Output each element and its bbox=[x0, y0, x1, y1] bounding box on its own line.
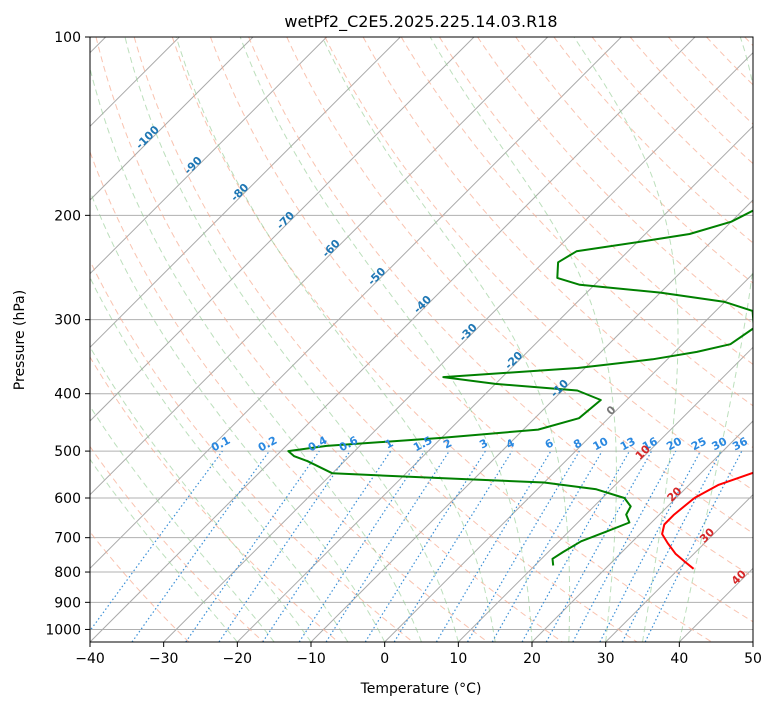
mixing-ratio-line bbox=[218, 450, 351, 642]
background-lines bbox=[90, 37, 753, 642]
moist-adiabat-line bbox=[90, 66, 422, 642]
isotherm-line bbox=[90, 37, 549, 496]
mixing-ratio-label: 16 bbox=[640, 435, 660, 454]
x-tick-label: 20 bbox=[523, 651, 541, 667]
moist-adiabat-line bbox=[678, 37, 753, 642]
plot-area bbox=[90, 37, 753, 642]
mixing-ratio-line bbox=[90, 450, 223, 632]
y-tick-label: 300 bbox=[54, 313, 81, 329]
moist-adiabat-line bbox=[90, 458, 238, 642]
mixing-ratio-line bbox=[545, 450, 653, 642]
y-tick-label: 700 bbox=[54, 531, 81, 547]
mixing-ratio-label: 20 bbox=[664, 434, 684, 453]
isotherm-line bbox=[90, 37, 475, 422]
moist-adiabat-line bbox=[90, 346, 312, 642]
moist-adiabat-line bbox=[90, 276, 349, 642]
dry-adiabat-line bbox=[90, 259, 414, 642]
y-tick-label: 600 bbox=[54, 491, 81, 507]
plot-frame bbox=[89, 36, 754, 643]
moist-adiabat-line bbox=[239, 37, 533, 642]
dry-adiabat-line bbox=[400, 37, 753, 407]
dry-adiabat-line bbox=[171, 37, 712, 642]
axes: −40 −30 −20 −10 0 10 20 30 40 50 100 200 300 400 500 60… bbox=[45, 30, 762, 667]
x-tick-label: −20 bbox=[223, 651, 253, 667]
temperature-profile-line bbox=[661, 471, 753, 570]
isotherm-line bbox=[90, 37, 328, 275]
moist-adiabat-line bbox=[90, 189, 386, 642]
mixing-ratio-label: 36 bbox=[730, 435, 750, 454]
dry-adiabat-line bbox=[286, 37, 753, 534]
profile-series bbox=[287, 209, 753, 570]
mixing-ratio-label: 13 bbox=[618, 435, 638, 454]
x-tick-label: 30 bbox=[597, 651, 615, 667]
isotherm-line bbox=[90, 37, 622, 570]
y-tick-label: 500 bbox=[54, 444, 81, 460]
x-tick-label: −30 bbox=[149, 651, 179, 667]
y-tick-label: 1000 bbox=[45, 622, 81, 638]
isotherm-line bbox=[90, 37, 401, 349]
x-tick-label: 10 bbox=[449, 651, 467, 667]
x-tick-label: 0 bbox=[380, 651, 389, 667]
y-tick-label: 400 bbox=[54, 387, 81, 403]
mixing-ratio-line bbox=[185, 450, 320, 642]
y-axis-title: Pressure (hPa) bbox=[12, 290, 28, 390]
isotherm-line bbox=[384, 272, 753, 642]
dry-adiabat-line bbox=[438, 37, 753, 365]
moist-adiabat-line bbox=[90, 405, 275, 642]
dry-adiabat-line bbox=[515, 37, 753, 284]
dry-adiabat-line bbox=[90, 445, 264, 642]
mixing-ratio-line bbox=[325, 450, 450, 642]
dry-adiabat-line bbox=[210, 37, 753, 623]
y-tick-label: 800 bbox=[54, 565, 81, 581]
y-tick-label: 200 bbox=[54, 208, 81, 224]
mixing-ratio-line bbox=[521, 450, 631, 642]
dry-adiabat-line bbox=[248, 37, 753, 578]
dewpoint-profile-line bbox=[287, 209, 753, 566]
isotherm-line bbox=[605, 493, 753, 642]
dry-adiabat-line bbox=[90, 150, 488, 642]
chart-title: wetPf2_C2E5.2025.225.14.03.R18 bbox=[284, 12, 557, 32]
x-tick-label: 50 bbox=[744, 651, 762, 667]
moist-adiabat-line bbox=[429, 37, 617, 642]
isotherm-line bbox=[163, 51, 753, 642]
dry-adiabat-line bbox=[553, 37, 753, 244]
mixing-ratio-line bbox=[572, 450, 677, 642]
mixing-ratio-line bbox=[298, 450, 425, 642]
mixing-ratio-line bbox=[393, 450, 513, 642]
dry-adiabat-line bbox=[95, 37, 563, 642]
moist-adiabat-line bbox=[124, 37, 459, 642]
mixing-ratio-label: 10 bbox=[591, 434, 611, 453]
y-tick-label: 900 bbox=[54, 595, 81, 611]
isotherm-line bbox=[236, 125, 753, 642]
moist-adiabat-line bbox=[573, 37, 679, 642]
mixing-ratio-label: 25 bbox=[689, 435, 709, 454]
x-tick-label: −10 bbox=[296, 651, 326, 667]
isotherm-line bbox=[531, 420, 753, 642]
dry-adiabat-line bbox=[90, 531, 190, 642]
x-tick-label: 40 bbox=[670, 651, 688, 667]
isotherm-line bbox=[457, 346, 753, 642]
y-tick-label: 100 bbox=[54, 30, 81, 46]
mixing-ratio-line bbox=[262, 450, 392, 642]
mixing-ratio-label: 30 bbox=[710, 435, 730, 454]
x-tick-label: −40 bbox=[75, 651, 105, 667]
moist-adiabat-line bbox=[175, 37, 496, 642]
isotherm-line bbox=[90, 37, 254, 201]
mixing-ratio-line bbox=[644, 450, 743, 642]
x-axis-title: Temperature (°C) bbox=[360, 681, 482, 697]
mixing-ratio-line bbox=[131, 450, 270, 642]
moist-adiabat-line bbox=[321, 37, 571, 642]
